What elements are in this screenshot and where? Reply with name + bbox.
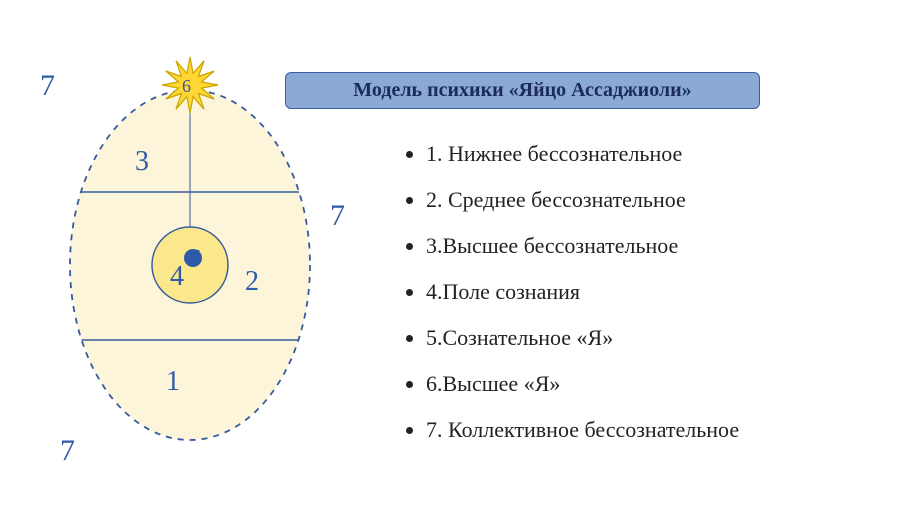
outer-label-7: 7 — [40, 69, 55, 102]
region-label: 5 — [192, 246, 201, 266]
region-label: 6 — [182, 76, 191, 96]
legend-item-label: 4.Поле сознания — [426, 279, 580, 304]
region-label: 4 — [170, 261, 184, 292]
region-label: 1 — [166, 366, 180, 397]
legend-item-label: 6.Высшее «Я» — [426, 371, 560, 396]
legend-item: 7. Коллективное бессознательное — [426, 411, 739, 449]
legend-list: 1. Нижнее бессознательное 2. Среднее бесс… — [400, 135, 739, 457]
legend-item: 3.Высшее бессознательное — [426, 227, 739, 265]
legend-item-label: 1. Нижнее бессознательное — [426, 141, 682, 166]
legend-item: 6.Высшее «Я» — [426, 365, 739, 403]
legend-item: 5.Сознательное «Я» — [426, 319, 739, 357]
outer-label-7: 7 — [60, 434, 75, 467]
title-text: Модель психики «Яйцо Ассаджиоли» — [353, 79, 691, 101]
legend-item: 1. Нижнее бессознательное — [426, 135, 739, 173]
region-label: 2 — [245, 266, 259, 297]
legend-item-label: 5.Сознательное «Я» — [426, 325, 613, 350]
outer-label-7: 7 — [330, 199, 345, 232]
legend-item-label: 3.Высшее бессознательное — [426, 233, 678, 258]
legend-item-label: 7. Коллективное бессознательное — [426, 417, 739, 442]
legend-item: 4.Поле сознания — [426, 273, 739, 311]
legend-item: 2. Среднее бессознательное — [426, 181, 739, 219]
diagram-title: Модель психики «Яйцо Ассаджиоли» — [285, 72, 760, 109]
legend-item-label: 2. Среднее бессознательное — [426, 187, 686, 212]
region-label: 3 — [135, 146, 149, 177]
